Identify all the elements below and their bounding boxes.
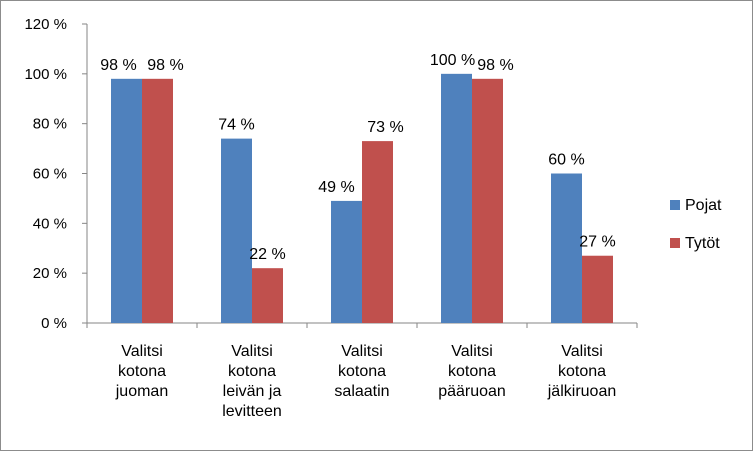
y-axis: 0 % 20 % 40 % 60 % 80 % 100 % 120 % xyxy=(24,16,88,332)
legend-swatch xyxy=(670,238,680,248)
x-tick-label: Valitsi kotona salaatin xyxy=(334,343,389,400)
legend: Pojat Tytöt xyxy=(670,197,722,252)
data-label: 60 % xyxy=(548,152,584,169)
bar-pojat xyxy=(221,138,252,323)
x-tick-label: Valitsi kotona pääruoan xyxy=(438,343,506,400)
data-label: 98 % xyxy=(477,57,513,74)
legend-swatch xyxy=(670,200,680,210)
data-labels: 98 % 74 % 49 % 100 % 60 % 98 % 22 % 73 % 98 % 27 … xyxy=(100,52,615,263)
bar-tytöt xyxy=(582,255,613,323)
data-label: 22 % xyxy=(249,246,285,263)
y-tick-label: 100 % xyxy=(24,66,67,83)
data-label: 98 % xyxy=(100,57,136,74)
data-label: 27 % xyxy=(579,234,615,251)
legend-label: Pojat xyxy=(685,197,722,214)
y-tick-label: 20 % xyxy=(33,265,67,282)
x-axis: Valitsi kotona juoman Valitsi kotona leivän j… xyxy=(86,322,638,420)
data-label: 49 % xyxy=(318,179,354,196)
data-label: 98 % xyxy=(147,57,183,74)
bar-tytöt xyxy=(362,141,393,323)
bar-tytöt xyxy=(142,78,173,323)
y-tick-label: 0 % xyxy=(41,315,67,332)
x-tick-label: Valitsi kotona juoman xyxy=(115,343,168,400)
bar-tytöt xyxy=(472,78,503,323)
bar-pojat xyxy=(551,173,582,323)
y-tick-label: 60 % xyxy=(33,166,67,183)
data-label: 73 % xyxy=(367,119,403,136)
x-tick-label: Valitsi kotona leivän ja levitteen xyxy=(222,343,282,420)
legend-label: Tytöt xyxy=(685,235,720,252)
y-tick-label: 40 % xyxy=(33,215,67,232)
y-tick-label: 80 % xyxy=(33,116,67,133)
bar-tytöt xyxy=(252,268,283,323)
data-label: 100 % xyxy=(430,52,475,69)
y-tick-label: 120 % xyxy=(24,16,67,33)
bars xyxy=(111,73,613,323)
bar-pojat xyxy=(441,73,472,323)
data-label: 74 % xyxy=(218,117,254,134)
bar-pojat xyxy=(331,200,362,323)
bar-pojat xyxy=(111,78,142,323)
x-tick-label: Valitsi kotona jälkiruoan xyxy=(547,343,616,400)
